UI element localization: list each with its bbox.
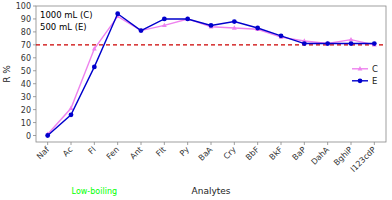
point xyxy=(232,19,237,24)
series-line xyxy=(48,14,375,136)
x-tick xyxy=(117,142,118,145)
y-tick-label: 80 xyxy=(21,28,31,37)
x-tick xyxy=(187,142,188,145)
point xyxy=(255,27,260,31)
point xyxy=(162,23,167,27)
plot-area xyxy=(36,11,386,138)
x-tick xyxy=(327,142,328,145)
y-tick-label: 70 xyxy=(21,41,31,50)
legend-marker xyxy=(358,66,363,70)
y-tick-label: 20 xyxy=(21,106,31,115)
x-tick-label: BkF xyxy=(268,145,285,162)
legend-label: E xyxy=(372,76,377,86)
point xyxy=(209,23,214,28)
x-tick xyxy=(374,142,375,145)
chart: 0 10 20 30 40 50 60 70 80 90 100 Naf Ac Fl Fen Ant Flt Py… xyxy=(0,0,392,200)
legend: CE xyxy=(352,64,378,86)
point xyxy=(139,28,144,32)
x-tick xyxy=(47,142,48,145)
x-tick-label: Ant xyxy=(128,145,144,161)
x-tick-label: DahA xyxy=(309,145,331,167)
x-tick xyxy=(234,142,235,145)
y-tick-label: 0 xyxy=(26,132,31,141)
y-tick xyxy=(33,18,36,19)
y-tick-label: 60 xyxy=(21,54,31,63)
point xyxy=(325,41,330,45)
x-tick-label: Cry xyxy=(222,145,238,161)
y-tick-label: 90 xyxy=(21,15,31,24)
point xyxy=(255,26,260,31)
y-tick xyxy=(33,122,36,123)
point xyxy=(325,41,330,46)
x-axis-label: Analytes xyxy=(192,186,231,196)
x-tick-label: Flt xyxy=(154,145,167,158)
x-tick xyxy=(141,142,142,145)
x-tick xyxy=(304,142,305,145)
y-tick-label: 40 xyxy=(21,80,31,89)
point xyxy=(45,133,50,138)
point xyxy=(372,41,377,46)
x-tick-label: Ac xyxy=(61,145,74,158)
series-line xyxy=(48,16,375,134)
y-tick xyxy=(33,83,36,84)
y-tick-label: 50 xyxy=(21,67,31,76)
point xyxy=(185,16,190,20)
x-tick xyxy=(164,142,165,145)
x-tick-label: Fl xyxy=(87,145,98,156)
point xyxy=(209,24,214,28)
y-tick xyxy=(33,109,36,110)
reference-line xyxy=(36,44,386,45)
point xyxy=(279,33,284,38)
y-tick xyxy=(33,6,36,7)
point xyxy=(349,37,354,41)
x-tick-label: BaP xyxy=(291,145,308,162)
x-tick xyxy=(257,142,258,145)
point xyxy=(115,11,120,16)
y-tick xyxy=(33,44,36,45)
y-tick-label: 10 xyxy=(21,119,31,128)
point xyxy=(92,64,97,69)
point xyxy=(162,17,167,22)
x-tick-label: Py xyxy=(178,145,191,158)
x-tick-label: BaA xyxy=(197,145,215,163)
x-tick xyxy=(281,142,282,145)
y-tick xyxy=(33,57,36,58)
x-tick-label: Fen xyxy=(105,145,121,161)
x-tick xyxy=(211,142,212,145)
legend-marker xyxy=(358,78,363,83)
y-tick-label: 30 xyxy=(21,93,31,102)
y-tick xyxy=(33,31,36,32)
y-tick xyxy=(33,70,36,71)
legend-label: C xyxy=(372,64,378,74)
point xyxy=(185,17,190,22)
x-tick xyxy=(351,142,352,145)
point xyxy=(349,41,354,46)
x-tick xyxy=(71,142,72,145)
x-tick xyxy=(94,142,95,145)
y-tick-label: 100 xyxy=(16,2,31,11)
x-tick-label: BbF xyxy=(244,145,261,162)
y-tick xyxy=(33,135,36,136)
annotation: 500 mL (E) xyxy=(40,22,87,32)
y-axis-label: R % xyxy=(2,65,12,83)
point xyxy=(69,106,74,110)
point xyxy=(302,41,307,46)
point xyxy=(69,112,74,117)
y-tick xyxy=(33,96,36,97)
point xyxy=(372,42,377,46)
point xyxy=(279,34,284,38)
x-tick-label: Naf xyxy=(35,145,51,161)
range-label: Low-boiling xyxy=(72,187,117,196)
point xyxy=(139,28,144,33)
point xyxy=(232,25,237,29)
x-tick-label: I123cdP xyxy=(349,145,378,174)
plot-frame xyxy=(36,6,386,142)
annotation: 1000 mL (C) xyxy=(40,10,93,20)
point xyxy=(92,46,97,50)
